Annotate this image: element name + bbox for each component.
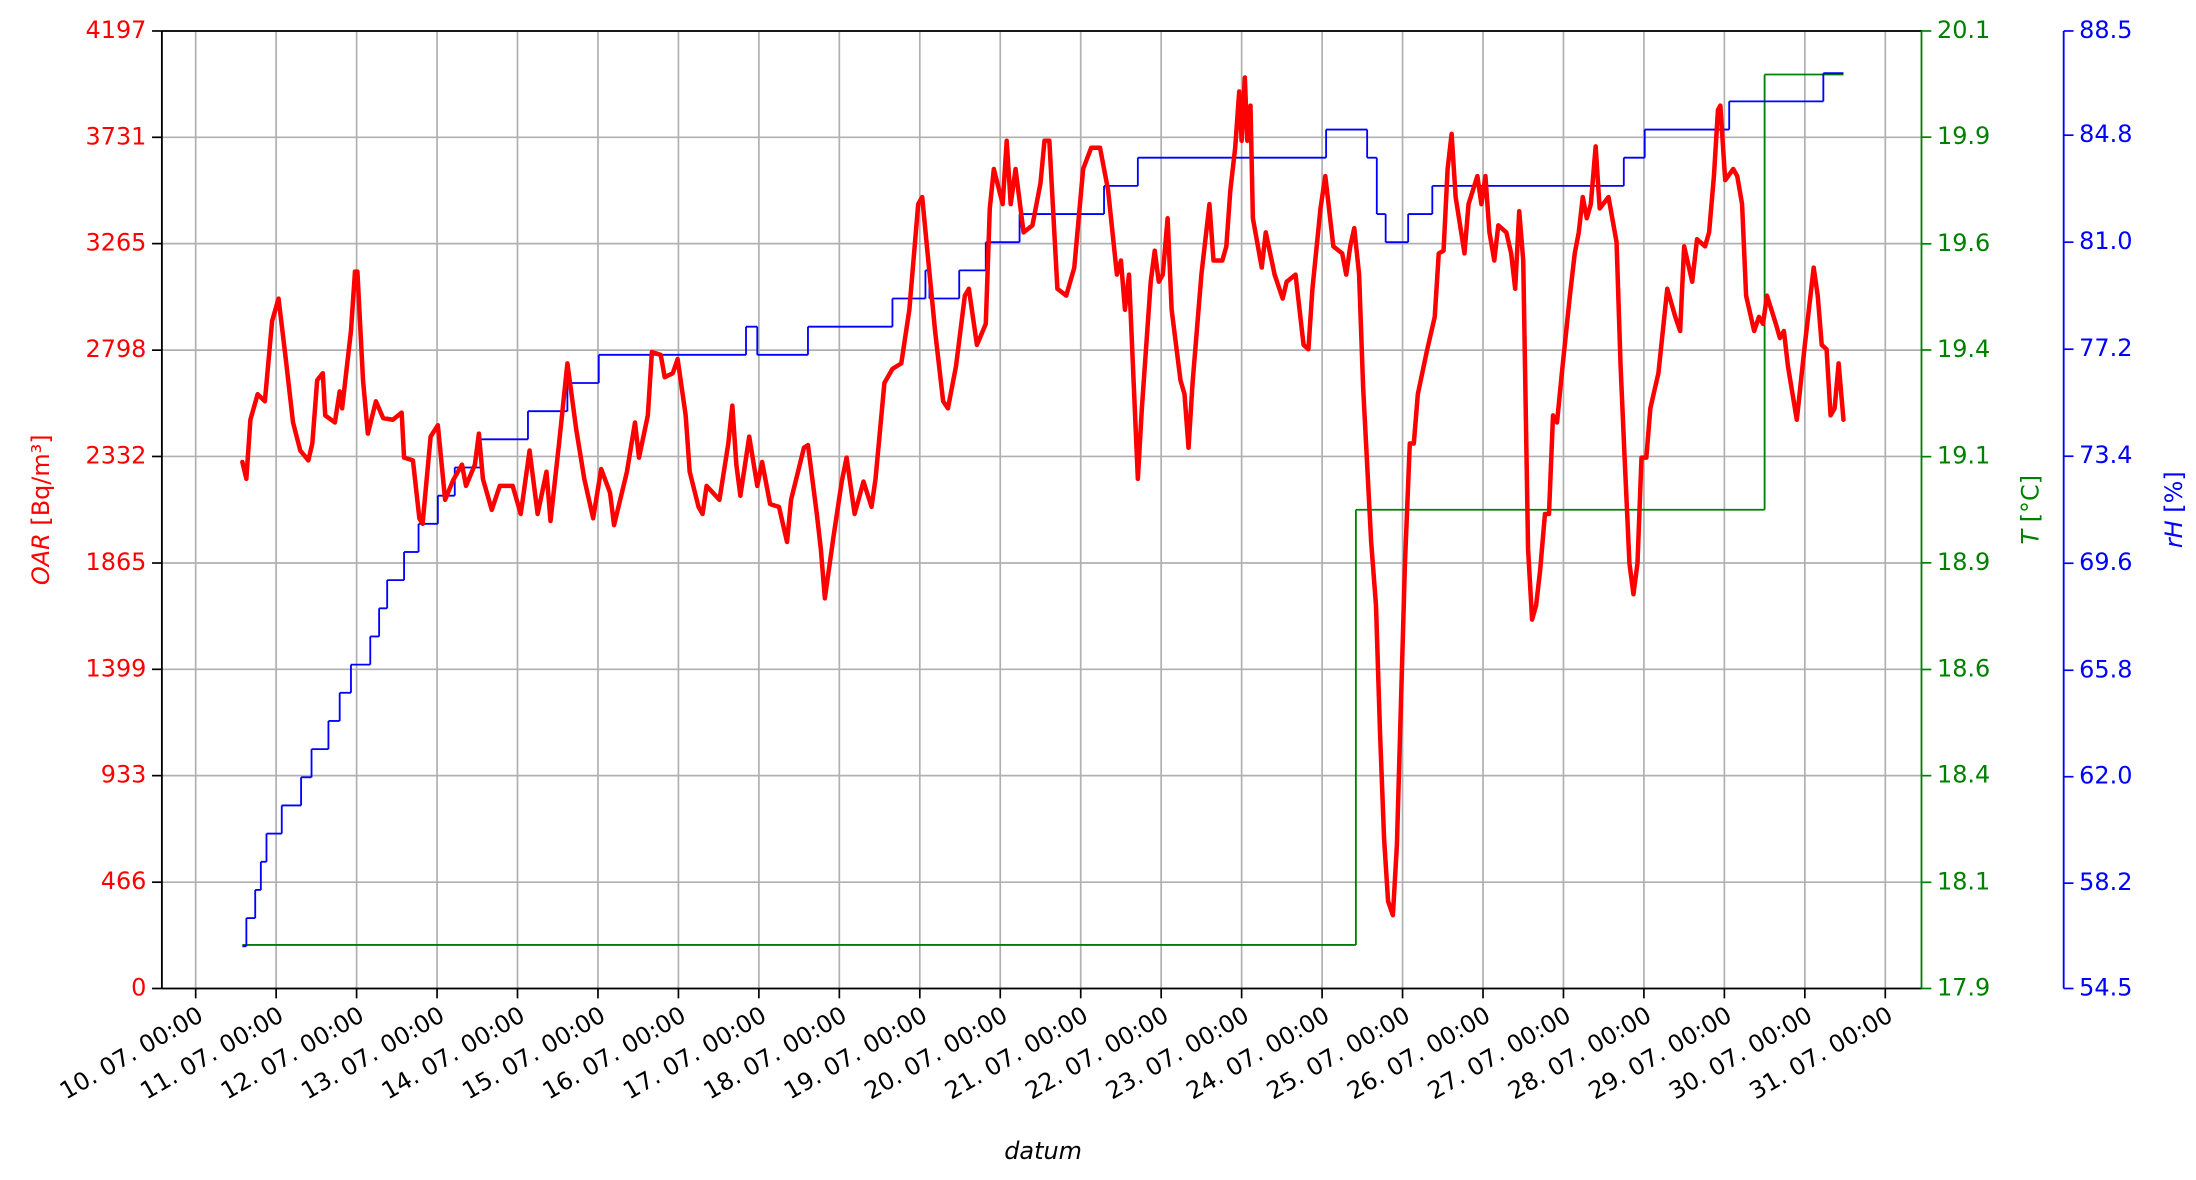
y-tick-label: 17.9 xyxy=(1937,973,1990,1001)
y-tick-label: 19.9 xyxy=(1937,122,1990,150)
y-tick-label: 20.1 xyxy=(1937,16,1990,44)
y-tick-label: 1865 xyxy=(86,548,147,576)
y-tick-label: 65.8 xyxy=(2079,655,2132,683)
data-line xyxy=(240,75,1846,918)
y-axis-label: OAR [Bq/m³] xyxy=(27,434,55,585)
y-tick-label: 73.4 xyxy=(2079,441,2132,469)
y-tick-label: 19.6 xyxy=(1937,229,1990,257)
y-tick-label: 62.0 xyxy=(2079,762,2132,790)
y-tick-label: 19.4 xyxy=(1937,335,1990,363)
y-tick-label: 69.6 xyxy=(2079,548,2132,576)
y-tick-label: 2332 xyxy=(86,441,147,469)
y-tick-label: 84.8 xyxy=(2079,120,2132,148)
y-tick-label: 4197 xyxy=(86,16,147,44)
y-tick-label: 3265 xyxy=(86,229,147,257)
x-axis-label: datum xyxy=(1004,1137,1082,1165)
y-tick-label: 77.2 xyxy=(2079,334,2132,362)
y-tick-label: 2798 xyxy=(86,335,147,363)
y-tick-label: 0 xyxy=(131,973,146,1001)
y-tick-label: 1399 xyxy=(86,654,147,682)
y-tick-label: 54.5 xyxy=(2079,973,2132,1001)
y-tick-label: 18.1 xyxy=(1937,867,1990,895)
y-tick-label: 18.4 xyxy=(1937,761,1990,789)
y-tick-label: 81.0 xyxy=(2079,227,2132,255)
y-tick-label: 466 xyxy=(101,867,147,895)
y-tick-label: 18.6 xyxy=(1937,654,1990,682)
y-axis-label: T [°C] xyxy=(2016,475,2044,545)
y-tick-label: 88.5 xyxy=(2079,16,2132,44)
y-tick-label: 19.1 xyxy=(1937,442,1990,470)
y-tick-label: 3731 xyxy=(86,122,147,150)
y-tick-label: 18.9 xyxy=(1937,548,1990,576)
y-tick-label: 58.2 xyxy=(2079,868,2132,896)
y-tick-label: 933 xyxy=(101,761,147,789)
y-axis-label: rH [%] xyxy=(2160,471,2188,548)
